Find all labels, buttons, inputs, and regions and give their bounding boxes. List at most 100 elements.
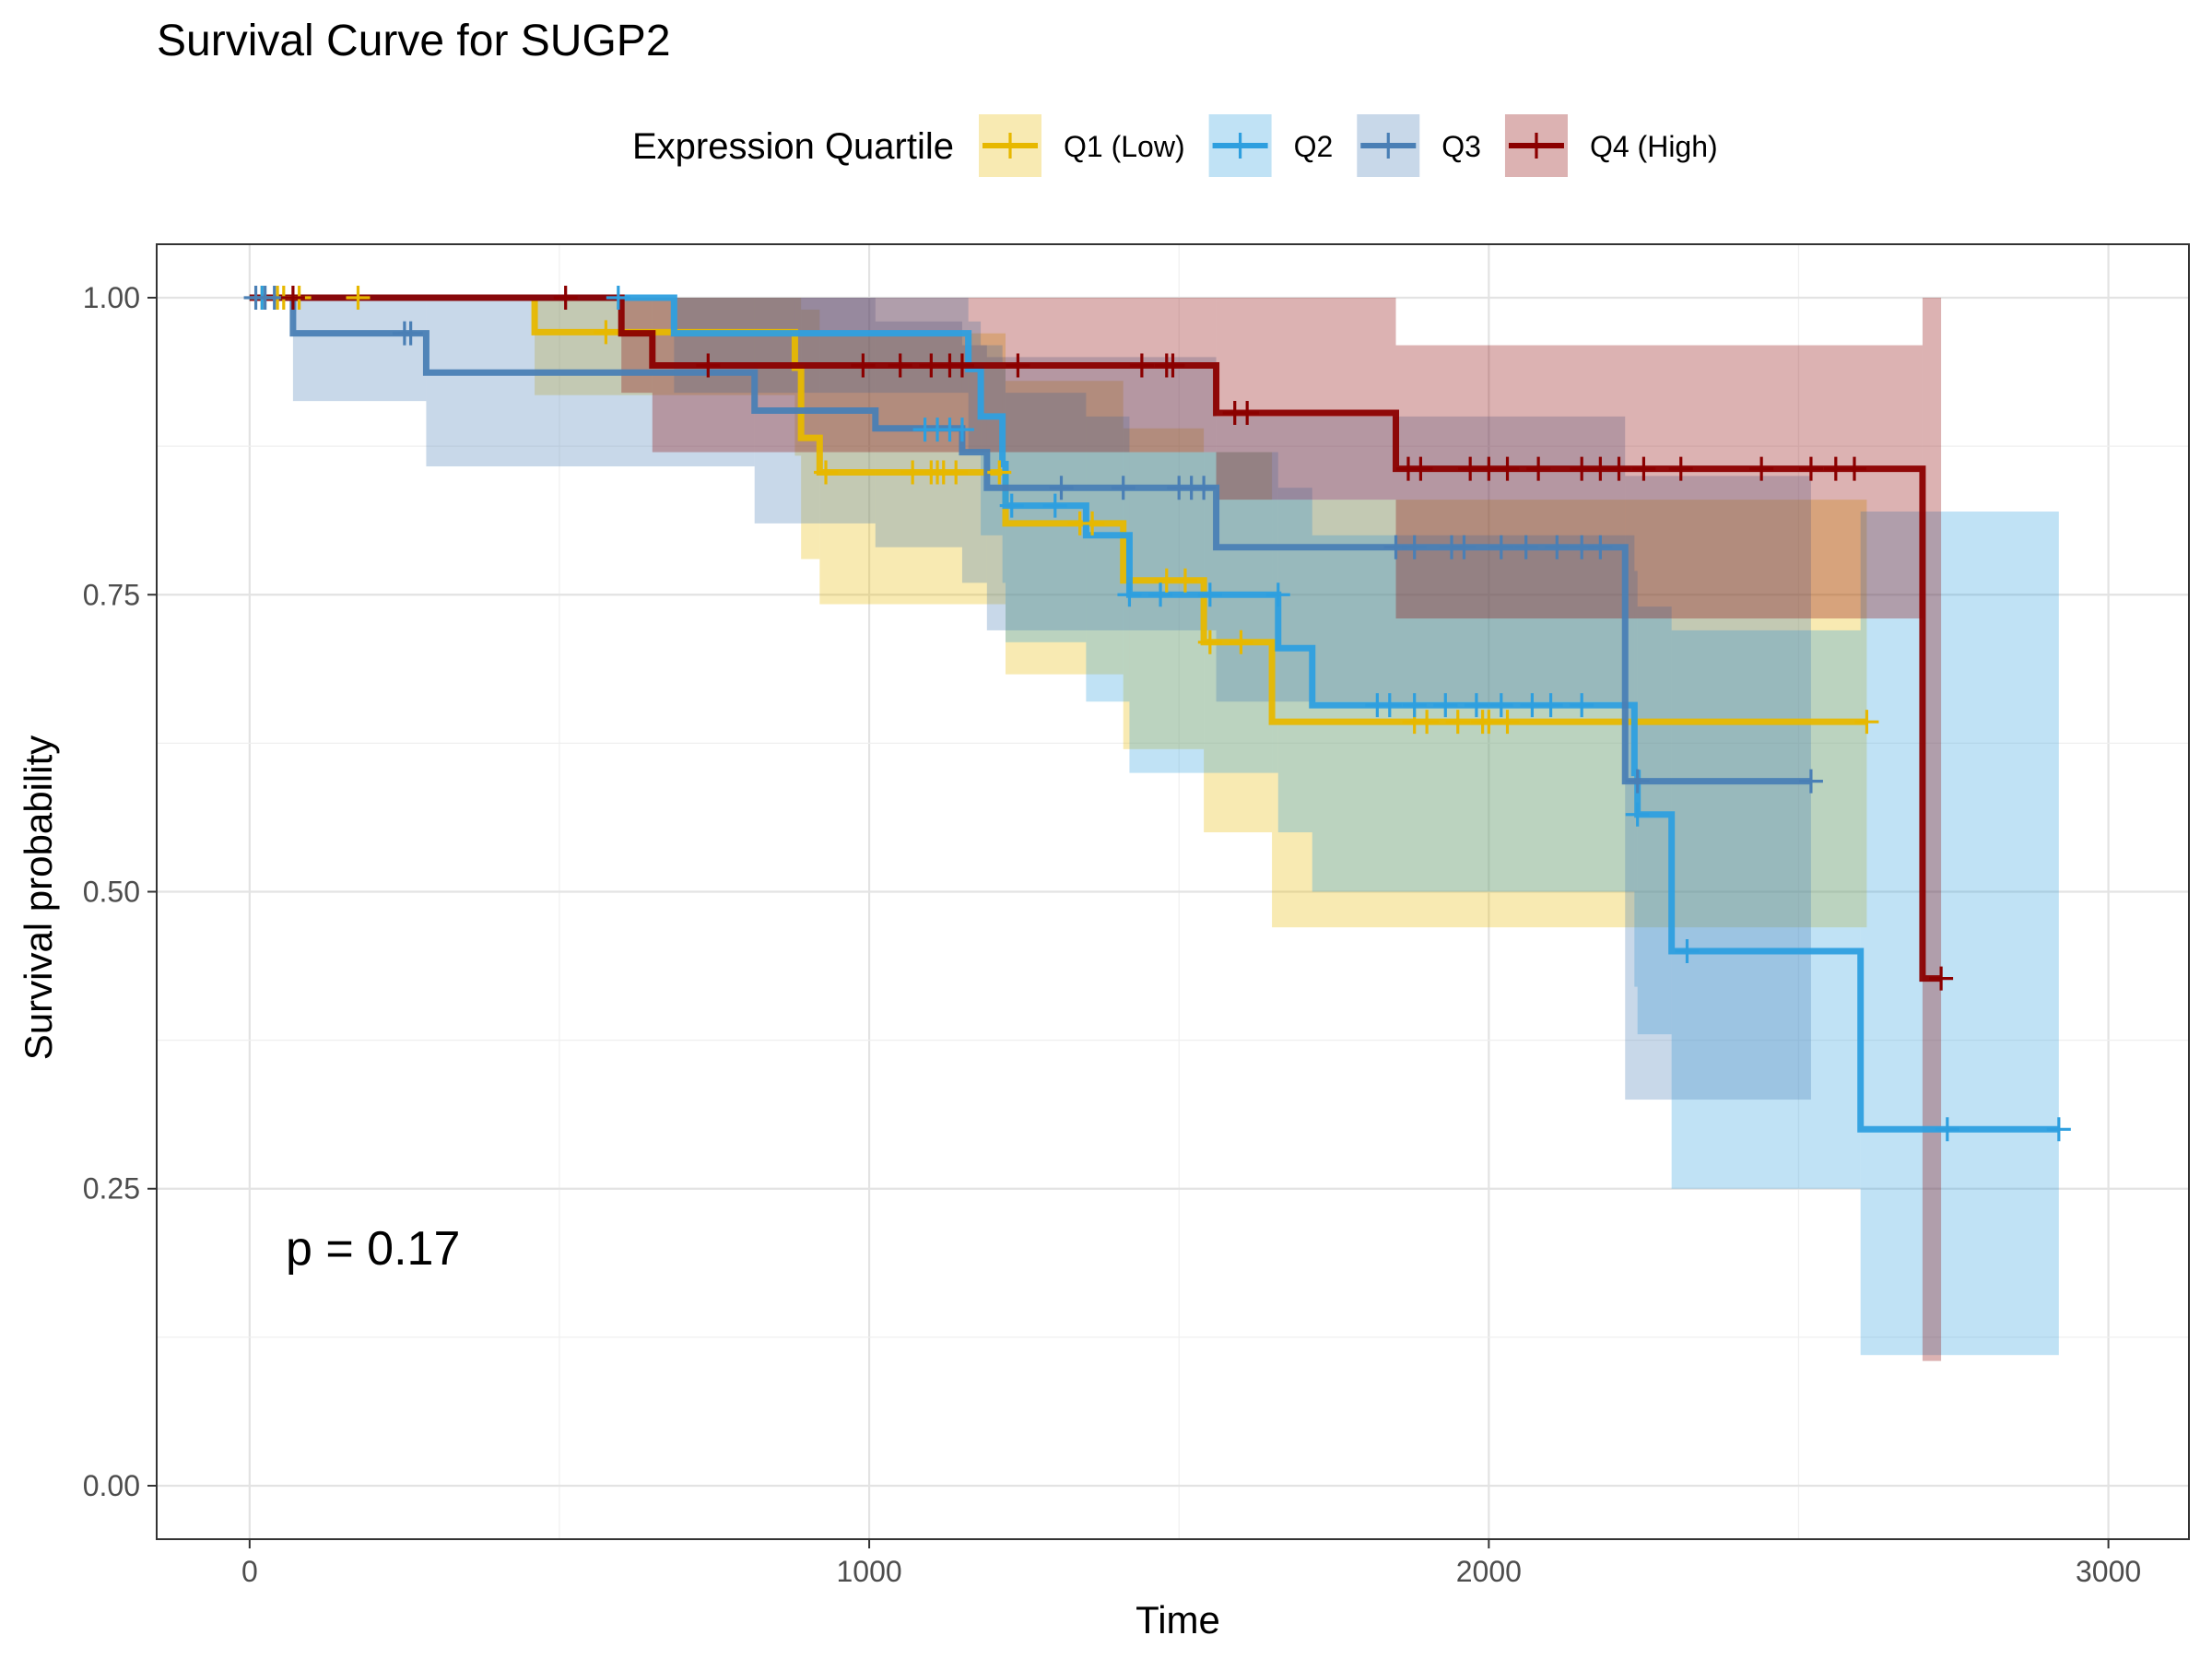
ci-band bbox=[801, 309, 820, 559]
ci-band-group bbox=[535, 298, 1867, 928]
y-tick-label: 0.50 bbox=[83, 876, 140, 909]
censor-mark bbox=[1235, 401, 1260, 426]
ci-band-group bbox=[621, 298, 1942, 1361]
censor-mark bbox=[1488, 535, 1513, 559]
x-axis-label: Time bbox=[1135, 1598, 1220, 1641]
censor-mark bbox=[1265, 582, 1290, 607]
censor-mark bbox=[814, 460, 839, 485]
censor-mark bbox=[1935, 1117, 1959, 1142]
censor-mark bbox=[398, 321, 423, 346]
censor-mark bbox=[949, 353, 974, 378]
censor-mark bbox=[346, 286, 371, 311]
censor-mark bbox=[1513, 535, 1538, 559]
censor-mark bbox=[696, 353, 721, 378]
censor-mark bbox=[1402, 535, 1427, 559]
censor-mark bbox=[851, 353, 876, 378]
y-axis-label: Survival probability bbox=[17, 735, 60, 1061]
censor-mark bbox=[1229, 629, 1253, 654]
censor-mark bbox=[1749, 456, 1774, 481]
ci-band bbox=[426, 298, 755, 467]
ci-band bbox=[1005, 393, 1087, 642]
censor-mark bbox=[606, 286, 630, 311]
censor-mark bbox=[280, 286, 305, 311]
y-tick-label: 0.75 bbox=[83, 578, 140, 611]
ci-band bbox=[1005, 381, 1124, 675]
x-tick-label: 0 bbox=[241, 1555, 258, 1588]
censor-mark bbox=[1006, 353, 1030, 378]
y-tick-label: 0.00 bbox=[83, 1469, 140, 1502]
censor-mark bbox=[1668, 456, 1693, 481]
censor-mark bbox=[1495, 456, 1520, 481]
legend-title: Expression Quartile bbox=[632, 126, 954, 167]
ci-band bbox=[1860, 512, 2059, 1356]
censor-mark bbox=[1606, 456, 1631, 481]
ci-band bbox=[1637, 606, 1672, 1035]
legend-label: Q4 (High) bbox=[1590, 130, 1718, 163]
x-tick-label: 2000 bbox=[1456, 1555, 1522, 1588]
censor-mark bbox=[1042, 493, 1067, 518]
censor-mark bbox=[1172, 568, 1197, 593]
censor-mark bbox=[1415, 710, 1440, 735]
censor-mark bbox=[1160, 353, 1185, 378]
censor-mark bbox=[1049, 476, 1074, 500]
censor-mark bbox=[944, 460, 969, 485]
censor-mark bbox=[1675, 938, 1700, 963]
censor-mark bbox=[1545, 535, 1570, 559]
ci-band-group bbox=[292, 298, 1811, 1100]
censor-mark bbox=[1526, 456, 1551, 481]
y-tick-label: 1.00 bbox=[83, 281, 140, 314]
legend-item: Q3 bbox=[1357, 114, 1481, 177]
censor-group bbox=[250, 286, 2071, 1142]
legend: Expression Quartile Q1 (Low) Q2 Q3 Q4 (High… bbox=[632, 114, 1718, 177]
censor-mark bbox=[1588, 535, 1613, 559]
ci-band bbox=[1395, 345, 1923, 619]
x-tick-label: 1000 bbox=[837, 1555, 902, 1588]
censor-mark bbox=[1408, 456, 1433, 481]
censor-mark bbox=[949, 418, 974, 442]
censor-marks bbox=[243, 286, 2071, 1142]
ci-band bbox=[621, 298, 653, 394]
censor-mark bbox=[1197, 629, 1222, 654]
censor-mark bbox=[987, 460, 1012, 485]
censor-mark bbox=[1148, 582, 1173, 607]
legend-label: Q3 bbox=[1441, 130, 1481, 163]
censor-mark bbox=[2046, 1117, 2071, 1142]
censor-mark bbox=[1111, 476, 1135, 500]
censor-mark bbox=[1841, 456, 1866, 481]
legend-item: Q2 bbox=[1208, 114, 1334, 177]
survival-line bbox=[249, 294, 1942, 982]
legend-item: Q4 (High) bbox=[1504, 114, 1718, 177]
censor-mark bbox=[1488, 693, 1513, 718]
ci-band bbox=[292, 298, 427, 402]
y-tick-label: 0.25 bbox=[83, 1172, 140, 1206]
censor-mark bbox=[594, 320, 618, 345]
p-value-annotation: p = 0.17 bbox=[286, 1222, 460, 1276]
censor-mark bbox=[1402, 693, 1427, 718]
censor-mark bbox=[1129, 353, 1154, 378]
censor-mark bbox=[1625, 802, 1650, 827]
axes: 0 1000 2000 3000 0.00 0.25 0.50 0.75 1.00 bbox=[83, 281, 2141, 1588]
censor-mark bbox=[1377, 693, 1402, 718]
censor-mark bbox=[1464, 693, 1488, 718]
censor-group bbox=[243, 286, 1823, 794]
ci-band bbox=[674, 298, 969, 394]
censor-mark bbox=[1538, 693, 1563, 718]
censor-mark bbox=[1798, 456, 1823, 481]
ci-band bbox=[1216, 298, 1396, 500]
censor-mark bbox=[1452, 535, 1477, 559]
censor-mark bbox=[888, 353, 912, 378]
ci-band bbox=[1272, 500, 1867, 928]
chart-title: Survival Curve for SUGP2 bbox=[157, 17, 671, 65]
legend-label: Q2 bbox=[1294, 130, 1334, 163]
censor-mark bbox=[553, 286, 578, 311]
censor-mark bbox=[999, 493, 1024, 518]
ci-band bbox=[1625, 476, 1811, 1100]
ci-band bbox=[875, 321, 962, 547]
censor-mark bbox=[1445, 710, 1470, 735]
censor-mark bbox=[1192, 476, 1217, 500]
censor-group bbox=[280, 286, 1954, 991]
censor-mark bbox=[1570, 693, 1594, 718]
legend-items: Q1 (Low) Q2 Q3 Q4 (High) bbox=[979, 114, 1718, 177]
censor-mark bbox=[1625, 769, 1650, 794]
